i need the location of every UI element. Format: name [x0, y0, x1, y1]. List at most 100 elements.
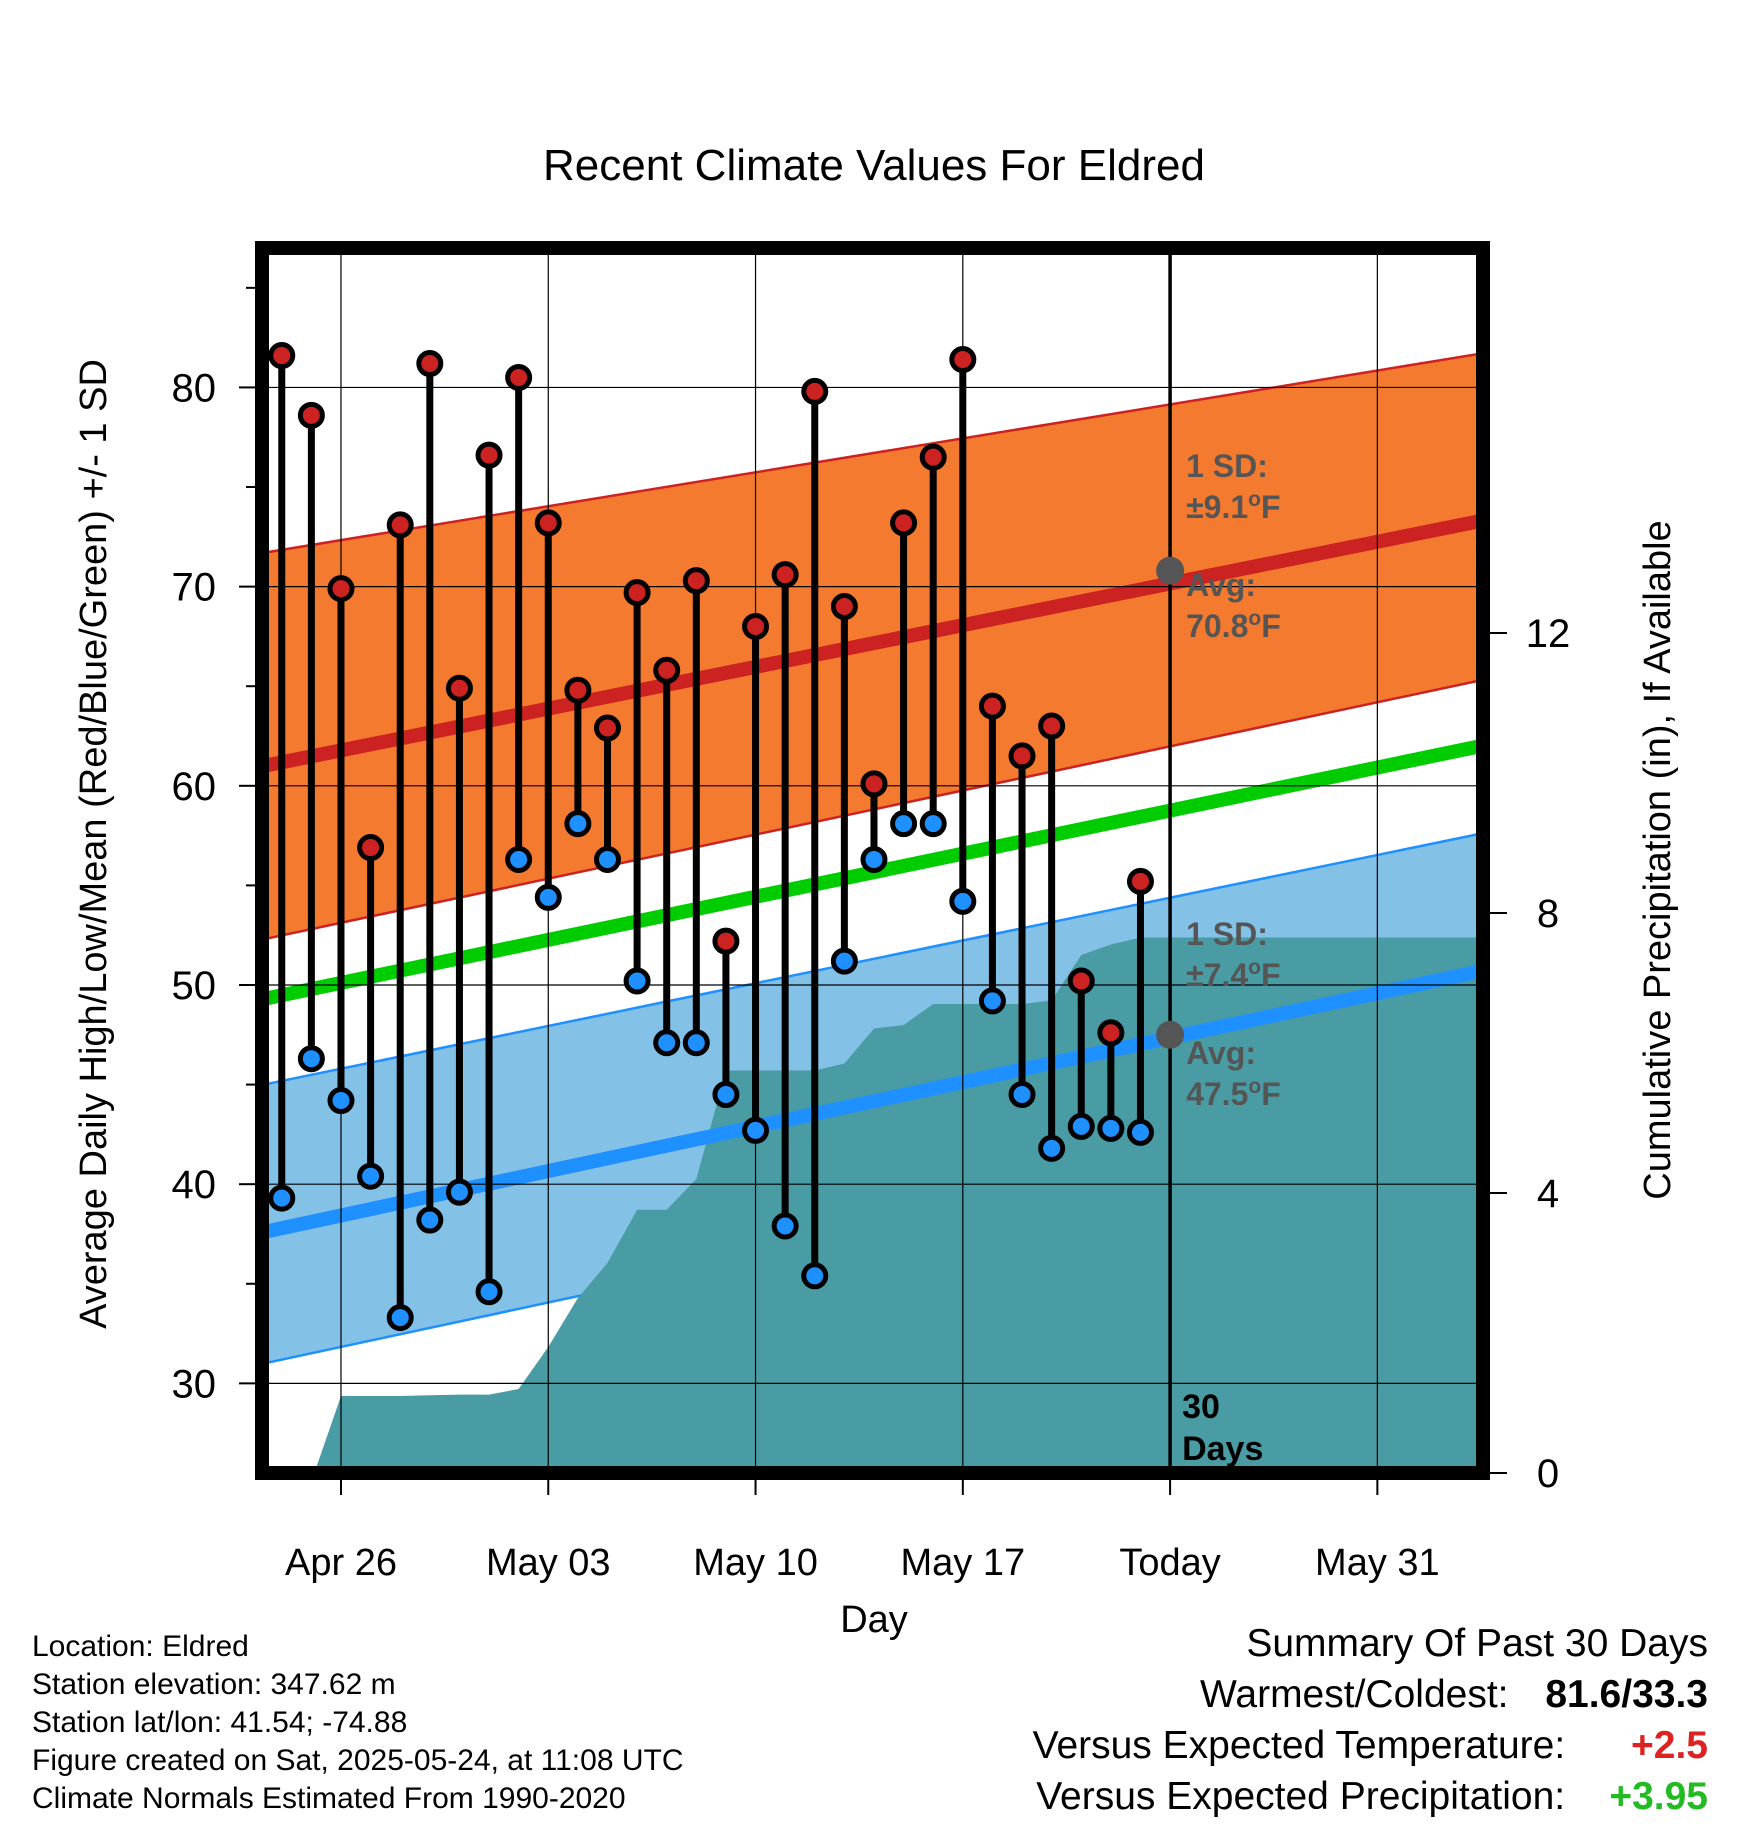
- summary-precip-row: Versus Expected Precipitation: +3.95: [1033, 1771, 1708, 1822]
- x-tick-label: May 03: [486, 1542, 611, 1584]
- precip-value: +3.95: [1609, 1775, 1708, 1818]
- plot-layers: [262, 248, 1483, 1473]
- obs-high-point: [505, 363, 533, 391]
- y-tick-label: 50: [172, 964, 217, 1008]
- obs-high-point: [919, 443, 947, 471]
- obs-high-point: [1097, 1019, 1125, 1047]
- obs-high-point: [327, 575, 355, 603]
- high-avg-label: Avg:: [1186, 567, 1256, 603]
- obs-high-point: [1126, 867, 1154, 895]
- days-count-label: 30: [1182, 1388, 1220, 1426]
- x-tick-label: Apr 26: [285, 1542, 397, 1584]
- obs-low-point: [771, 1212, 799, 1240]
- obs-low-point: [268, 1184, 296, 1212]
- high-sd-label: 1 SD:: [1186, 448, 1268, 484]
- obs-low-point: [742, 1116, 770, 1144]
- x-tick-label: Today: [1119, 1542, 1220, 1584]
- obs-high-point: [623, 579, 651, 607]
- obs-low-point: [712, 1081, 740, 1109]
- low-avg-value: 47.5oF: [1186, 1075, 1281, 1112]
- summary-temp-row: Versus Expected Temperature: +2.5: [1033, 1720, 1708, 1771]
- station-info: Location: Eldred Station elevation: 347.…: [32, 1628, 684, 1818]
- warmest-coldest-label: Warmest/Coldest:: [1200, 1673, 1509, 1716]
- obs-low-point: [1038, 1134, 1066, 1162]
- y-tick-label: 80: [172, 366, 217, 410]
- temp-label: Versus Expected Temperature:: [1032, 1724, 1566, 1767]
- precip-label: Versus Expected Precipitation:: [1036, 1775, 1566, 1818]
- low-sd-label: 1 SD:: [1186, 916, 1268, 952]
- y-tick-label: 40: [172, 1163, 217, 1207]
- obs-high-point: [712, 927, 740, 955]
- normals-text: Climate Normals Estimated From 1990-2020: [32, 1782, 626, 1815]
- x-axis-label: Day: [840, 1599, 908, 1641]
- obs-low-point: [534, 883, 562, 911]
- created-text: Figure created on Sat, 2025-05-24, at 11…: [32, 1744, 684, 1777]
- chart-title: Recent Climate Values For Eldred: [543, 141, 1205, 190]
- low-sd-band-upper-edge: [263, 832, 1482, 1086]
- obs-low-point: [801, 1262, 829, 1290]
- obs-low-point: [919, 810, 947, 838]
- y2-tick-label: 0: [1537, 1452, 1559, 1496]
- elevation-text: Station elevation: 347.62 m: [32, 1668, 396, 1701]
- obs-high-point: [1008, 742, 1036, 770]
- location-text: Location: Eldred: [32, 1630, 249, 1663]
- high-avg-marker: [1156, 556, 1185, 585]
- y-tick-label: 70: [172, 566, 217, 610]
- obs-high-point: [771, 561, 799, 589]
- high-sd-band-upper-edge: [263, 352, 1482, 554]
- obs-low-point: [890, 810, 918, 838]
- obs-high-point: [445, 674, 473, 702]
- y2-axis-label: Cumulative Precipitation (in), If Availa…: [1637, 520, 1679, 1199]
- obs-high-point: [386, 511, 414, 539]
- y-axis-label: Average Daily High/Low/Mean (Red/Blue/Gr…: [73, 359, 115, 1329]
- high-avg-value: 70.8oF: [1186, 607, 1281, 644]
- y2-tick-label: 4: [1537, 1172, 1559, 1216]
- obs-low-point: [682, 1029, 710, 1057]
- obs-low-point: [445, 1178, 473, 1206]
- obs-low-point: [564, 810, 592, 838]
- obs-high-point: [564, 676, 592, 704]
- obs-high-point: [830, 593, 858, 621]
- obs-low-point: [386, 1304, 414, 1332]
- obs-high-point: [297, 401, 325, 429]
- low-sd-value: ±7.4oF: [1186, 956, 1280, 993]
- low-avg-label: Avg:: [1186, 1035, 1256, 1071]
- plot-frame: [255, 241, 1490, 1480]
- obs-low-point: [327, 1087, 355, 1115]
- obs-low-point: [949, 887, 977, 915]
- summary-warmest-row: Warmest/Coldest: 81.6/33.3: [1033, 1669, 1708, 1720]
- obs-high-point: [978, 692, 1006, 720]
- y-tick-label: 30: [172, 1362, 217, 1406]
- plot-area: 1 SD: ±9.1oF Avg: 70.8oF 1 SD: ±7.4oF Avg: 47.5…: [172, 241, 1571, 1584]
- obs-high-point: [593, 714, 621, 742]
- obs-low-point: [297, 1045, 325, 1073]
- obs-high-point: [1067, 967, 1095, 995]
- obs-low-point: [1126, 1118, 1154, 1146]
- obs-low-point: [1008, 1081, 1036, 1109]
- obs-low-point: [505, 846, 533, 874]
- summary-panel: Summary Of Past 30 Days Warmest/Coldest:…: [1033, 1618, 1708, 1822]
- obs-low-point: [416, 1206, 444, 1234]
- obs-high-point: [268, 342, 296, 370]
- summary-heading: Summary Of Past 30 Days: [1246, 1622, 1708, 1665]
- obs-high-point: [357, 834, 385, 862]
- latlon-text: Station lat/lon: 41.54; -74.88: [32, 1706, 408, 1739]
- precip-area: [264, 937, 1481, 1473]
- y2-tick-label: 12: [1526, 612, 1571, 656]
- obs-low-point: [593, 846, 621, 874]
- obs-low-point: [653, 1029, 681, 1057]
- obs-low-point: [830, 947, 858, 975]
- obs-high-point: [1038, 712, 1066, 740]
- obs-low-point: [623, 967, 651, 995]
- obs-high-point: [801, 377, 829, 405]
- x-tick-label: May 17: [901, 1542, 1026, 1584]
- x-tick-label: May 10: [693, 1542, 818, 1584]
- days-word-label: Days: [1182, 1430, 1263, 1468]
- obs-high-point: [653, 656, 681, 684]
- obs-low-point: [978, 987, 1006, 1015]
- obs-low-point: [1067, 1112, 1095, 1140]
- obs-high-point: [682, 567, 710, 595]
- warmest-coldest-value: 81.6/33.3: [1545, 1673, 1708, 1716]
- obs-low-point: [475, 1278, 503, 1306]
